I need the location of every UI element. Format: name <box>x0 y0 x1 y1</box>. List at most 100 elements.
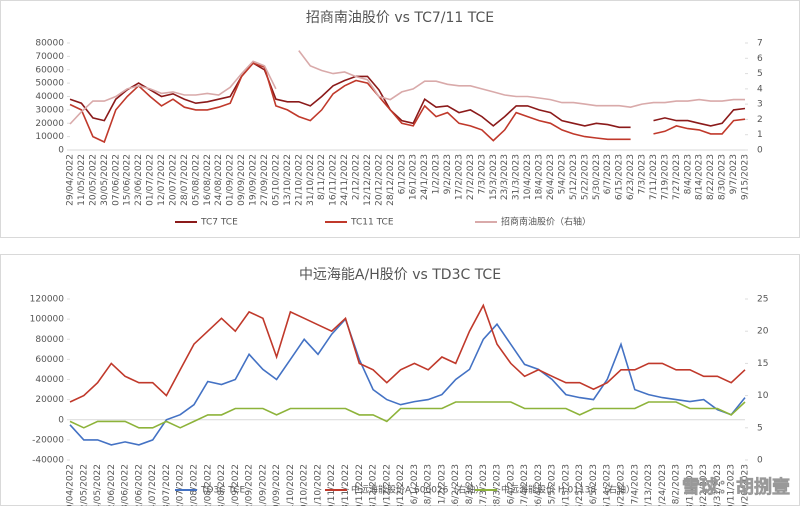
x-tick-label: 7/4/2023 <box>630 464 640 504</box>
x-tick-label: 12/09/2022 <box>245 464 255 506</box>
x-tick-label: 04/07/2022 <box>148 464 158 506</box>
x-tick-label: 23/08/2022 <box>217 464 227 506</box>
x-tick-label: 18/11/2022 <box>341 464 351 506</box>
series-line <box>69 62 746 144</box>
x-tick-label: 26/4/2023 <box>546 154 556 200</box>
y2-tick-label: 4 <box>757 84 763 94</box>
x-tick-label: 05/08/2022 <box>191 154 201 206</box>
x-tick-label: 9/2/2023 <box>443 154 453 194</box>
y-tick-label: 0 <box>58 415 64 425</box>
x-tick-label: 7/3/2023 <box>477 154 487 194</box>
x-tick-label: 15/06/2022 <box>123 154 133 206</box>
series-line <box>69 401 746 429</box>
x-tick-label: 20/07/2022 <box>168 154 178 206</box>
x-tick-label: 17/2/2023 <box>454 154 464 200</box>
x-tick-label: 22/06/2022 <box>134 464 144 506</box>
x-tick-label: 23/3/2023 <box>500 154 510 200</box>
x-tick-label: 29/04/2022 <box>66 154 76 206</box>
x-tick-label: 05/10/2022 <box>271 154 281 206</box>
x-tick-label: 21/09/2022 <box>258 464 268 506</box>
x-tick-label: 24/11/2022 <box>340 154 350 206</box>
x-tick-label: 8/2/2023 <box>672 464 682 504</box>
x-tick-label: 8/11/2023 <box>685 464 695 506</box>
x-tick-label: 20/10/2022 <box>300 464 310 506</box>
x-tick-label: 11/10/2022 <box>286 464 296 506</box>
x-tick-label: 5/30/2023 <box>592 154 602 200</box>
x-tick-label: 28/12/2022 <box>396 464 406 506</box>
x-tick-label: 16/2/2023 <box>451 464 461 506</box>
y2-tick-label: 0 <box>757 146 763 156</box>
x-tick-label: 5/5/2023 <box>548 464 558 504</box>
x-tick-label: 6/7/2023 <box>603 154 613 194</box>
x-tick-label: 24/05/2022 <box>93 464 103 506</box>
y-tick-label: 120000 <box>30 295 65 305</box>
x-tick-label: 18/1/2023 <box>424 464 434 506</box>
y-tick-label: 40000 <box>35 375 64 385</box>
x-tick-label: 30/09/2022 <box>272 464 282 506</box>
x-tick-label: 16/08/2022 <box>203 154 213 206</box>
y-tick-label: 20000 <box>35 119 64 129</box>
y-tick-label: 20000 <box>35 395 64 405</box>
x-tick-label: 9/7/2023 <box>729 154 739 194</box>
x-tick-label: 9/11/2023 <box>727 464 737 506</box>
x-tick-label: 13/10/2022 <box>283 154 293 206</box>
x-tick-label: 8/30/2023 <box>718 154 728 200</box>
x-tick-label: 28/12/2022 <box>386 154 396 206</box>
x-tick-label: 2/12/2022 <box>352 154 362 200</box>
y2-tick-label: 1 <box>757 130 763 140</box>
y-tick-label: 10000 <box>35 132 64 142</box>
x-tick-label: 23/06/2022 <box>134 154 144 206</box>
y-tick-label: 0 <box>58 146 64 156</box>
x-tick-label: 11/05/2022 <box>77 154 87 206</box>
x-tick-label: 6/4/2023 <box>506 464 516 504</box>
x-tick-label: 20/12/2022 <box>374 154 384 206</box>
x-tick-label: 27/09/2022 <box>260 154 270 206</box>
x-tick-label: 31/10/2022 <box>306 154 316 206</box>
x-tick-label: 5/4/2023 <box>557 154 567 194</box>
series-line <box>69 303 746 403</box>
x-tick-label: 19/09/2022 <box>249 154 259 206</box>
y2-tick-label: 25 <box>757 295 768 305</box>
y-tick-label: 80000 <box>35 39 64 49</box>
chart-title: 招商南油股价 vs TC7/11 TCE <box>306 10 494 26</box>
x-tick-label: 31/10/2022 <box>313 464 323 506</box>
x-tick-label: 5/22/2023 <box>580 154 590 200</box>
x-tick-label: 7/24/2023 <box>658 464 668 506</box>
legend-label: TD3C TCE <box>200 486 246 496</box>
x-tick-label: 8/4/2023 <box>683 154 693 194</box>
x-tick-label: 20/05/2022 <box>88 154 98 206</box>
x-tick-label: 6/23/2023 <box>626 154 636 200</box>
x-tick-label: 15/3/2023 <box>489 154 499 200</box>
y-tick-label: 60000 <box>35 65 64 75</box>
x-tick-label: 5/15/2023 <box>561 464 571 506</box>
y-tick-label: 40000 <box>35 92 64 102</box>
x-tick-label: 01/07/2022 <box>146 154 156 206</box>
x-tick-label: 17/4/2023 <box>520 464 530 506</box>
y2-tick-label: 15 <box>757 359 768 369</box>
x-tick-label: 18/4/2023 <box>535 154 545 200</box>
x-tick-label: 26/4/2023 <box>534 464 544 506</box>
x-tick-label: 21/10/2022 <box>294 154 304 206</box>
x-tick-label: 6/15/2023 <box>615 154 625 200</box>
x-tick-label: 8/31/2023 <box>713 464 723 506</box>
x-tick-label: 5/25/2023 <box>575 464 585 506</box>
x-tick-label: 6/1/2023 <box>397 154 407 194</box>
x-tick-label: 1/2/2023 <box>432 154 442 194</box>
y-tick-label: -20000 <box>32 435 64 445</box>
x-tick-label: 01/09/2022 <box>231 464 241 506</box>
x-tick-label: 30/05/2022 <box>100 154 110 206</box>
x-tick-label: 02/08/2022 <box>189 464 199 506</box>
y-tick-label: 30000 <box>35 105 64 115</box>
x-tick-label: 7/19/2023 <box>660 154 670 200</box>
x-tick-label: 28/3/2023 <box>493 464 503 506</box>
y-tick-label: 70000 <box>35 52 64 62</box>
x-tick-label: 1/2/2023 <box>437 464 447 504</box>
x-tick-label: 07/06/2022 <box>111 154 121 206</box>
legend-label: 中远海能股价A 600026（右轴） <box>351 484 484 496</box>
x-tick-label: 7/3/2023 <box>638 154 648 194</box>
x-tick-label: 7/11/2023 <box>649 154 659 200</box>
x-tick-label: 13/06/2022 <box>121 464 131 506</box>
x-tick-label: 6/1/2023 <box>410 464 420 504</box>
x-tick-label: 6/14/2023 <box>603 464 613 506</box>
x-tick-label: 27/2/2023 <box>466 154 476 200</box>
